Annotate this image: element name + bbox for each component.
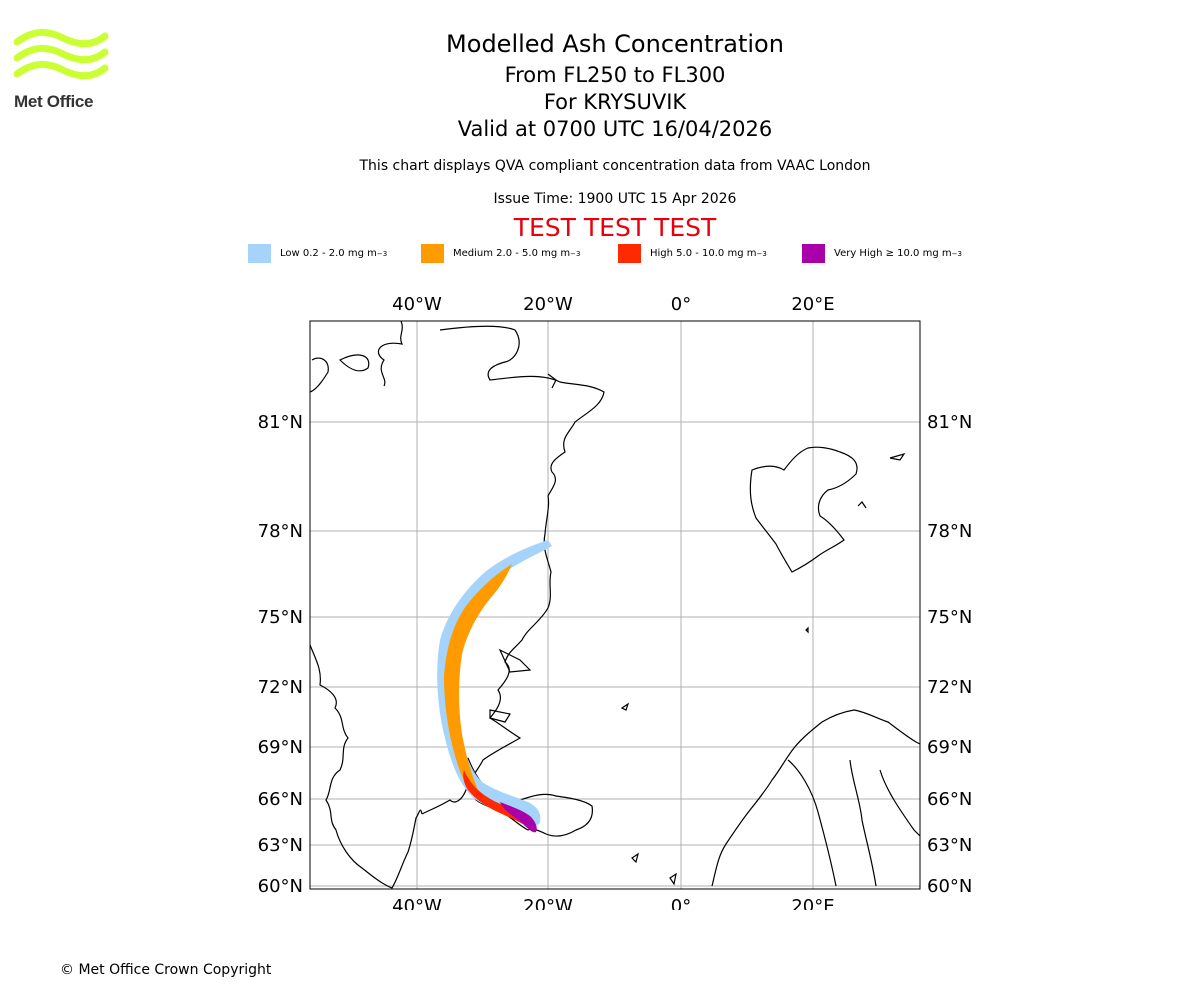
- latitude-labels-right: 81°N 78°N 75°N 72°N 69°N 66°N 63°N 60°N: [927, 412, 972, 897]
- validity-subtitle: Valid at 0700 UTC 16/04/2026: [457, 117, 773, 141]
- lon-label-top: 20°W: [523, 294, 573, 315]
- legend-label-very-high: Very High ≥ 10.0 mg m: [834, 248, 952, 259]
- legend-unit-exponent: −3: [570, 249, 581, 258]
- lat-label-left: 60°N: [258, 876, 303, 897]
- lon-label-bottom: 40°W: [392, 896, 442, 910]
- lat-label-right: 81°N: [927, 412, 972, 433]
- met-office-waves-icon: [13, 29, 109, 80]
- lat-label-left: 63°N: [258, 835, 303, 856]
- legend-label-medium: Medium 2.0 - 5.0 mg m: [453, 248, 571, 259]
- lat-label-left: 78°N: [258, 521, 303, 542]
- lat-label-right: 66°N: [927, 789, 972, 810]
- legend-item-high: High 5.0 - 10.0 mg m −3: [618, 244, 767, 263]
- lon-label-bottom: 20°W: [523, 896, 573, 910]
- copyright-notice: © Met Office Crown Copyright: [60, 962, 272, 978]
- lat-label-left: 72°N: [258, 677, 303, 698]
- legend-label-high: High 5.0 - 10.0 mg m: [650, 248, 757, 259]
- ash-plume: [437, 540, 552, 833]
- lat-label-left: 81°N: [258, 412, 303, 433]
- legend-item-low: Low 0.2 - 2.0 mg m −3: [248, 244, 387, 263]
- chart-title: Modelled Ash Concentration: [446, 30, 784, 58]
- coastlines: [310, 321, 920, 889]
- longitude-labels-bottom: 40°W 20°W 0° 20°E: [392, 896, 834, 910]
- issue-time: Issue Time: 1900 UTC 15 Apr 2026: [493, 191, 737, 207]
- lat-label-right: 78°N: [927, 521, 972, 542]
- lon-label-top: 0°: [671, 294, 691, 315]
- legend-swatch-medium: [421, 244, 444, 263]
- map-frame: [309, 320, 921, 890]
- lat-label-right: 72°N: [927, 677, 972, 698]
- lon-label-bottom: 20°E: [791, 896, 834, 910]
- legend-item-very-high: Very High ≥ 10.0 mg m −3: [802, 244, 962, 263]
- lat-label-right: 69°N: [927, 737, 972, 758]
- legend-swatch-high: [618, 244, 641, 263]
- lat-label-right: 63°N: [927, 835, 972, 856]
- legend-item-medium: Medium 2.0 - 5.0 mg m −3: [421, 244, 580, 263]
- legend-swatch-very-high: [802, 244, 825, 263]
- lat-label-right: 75°N: [927, 607, 972, 628]
- lon-label-top: 20°E: [791, 294, 834, 315]
- lon-label-bottom: 0°: [671, 896, 691, 910]
- legend-unit-exponent: −3: [376, 249, 388, 258]
- ash-plume-medium: [444, 564, 512, 792]
- legend-unit-exponent: −3: [951, 249, 962, 258]
- lat-label-right: 60°N: [927, 876, 972, 897]
- longitude-labels-top: 40°W 20°W 0° 20°E: [392, 294, 834, 315]
- flight-level-subtitle: From FL250 to FL300: [504, 63, 726, 87]
- test-banner: TEST TEST TEST: [513, 213, 717, 242]
- legend-label-low: Low 0.2 - 2.0 mg m: [280, 248, 377, 259]
- lat-label-left: 66°N: [258, 789, 303, 810]
- qva-note: This chart displays QVA compliant concen…: [359, 158, 871, 174]
- ash-concentration-map: 40°W 20°W 0° 20°E 40°W 20°W 0° 20°E 81°N…: [258, 294, 973, 910]
- lat-label-left: 69°N: [258, 737, 303, 758]
- lon-label-top: 40°W: [392, 294, 442, 315]
- lat-label-left: 75°N: [258, 607, 303, 628]
- legend-swatch-low: [248, 244, 271, 263]
- map-gridlines: [310, 321, 920, 889]
- latitude-labels-left: 81°N 78°N 75°N 72°N 69°N 66°N 63°N 60°N: [258, 412, 303, 897]
- legend-unit-exponent: −3: [756, 249, 767, 258]
- met-office-logo-text: Met Office: [14, 92, 94, 111]
- ash-plume-very-high: [500, 802, 537, 833]
- volcano-subtitle: For KRYSUVIK: [543, 90, 687, 114]
